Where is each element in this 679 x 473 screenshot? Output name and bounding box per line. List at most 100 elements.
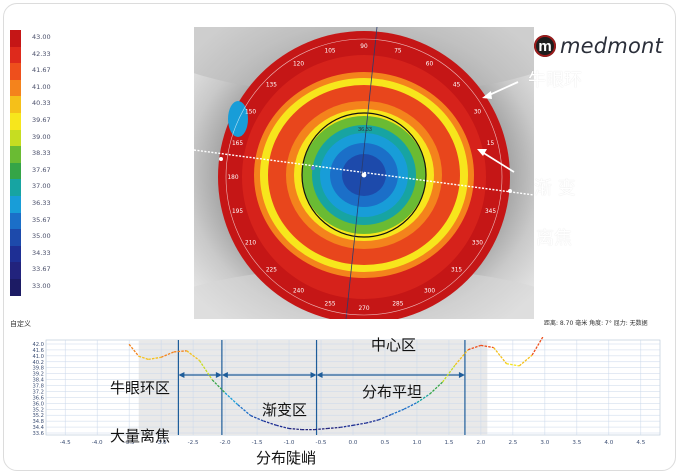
profile-line-segment: [224, 392, 239, 406]
scale-row: 35.67: [10, 212, 100, 230]
profile-line-segment: [288, 427, 302, 431]
annotation-arrows: [477, 81, 519, 173]
scale-row: 41.67: [10, 63, 100, 80]
scale-value-label: 43.00: [32, 33, 51, 41]
custom-scale-label[interactable]: 自定义: [10, 320, 31, 328]
scale-value-label: 36.33: [32, 198, 51, 207]
axis-degree-labels: 105 90 75 60 120 45 135 30 150 15 180 165 195 210 225 2…: [227, 44, 496, 312]
profile-line-segment: [160, 351, 175, 358]
x-tick-label: 3.0: [540, 440, 549, 446]
profile-line-segment: [327, 426, 341, 430]
scale-swatch: [10, 245, 21, 263]
zone-label-center: 中心区: [371, 336, 417, 354]
medmont-logo-text: medmont: [560, 34, 663, 58]
scale-value-label: 39.67: [32, 115, 51, 124]
y-tick-label: 41.0: [32, 354, 44, 360]
annotation-ring: 牛眼环: [528, 70, 582, 91]
x-tick-label: -1.0: [284, 440, 295, 446]
zone-arrow-flat-head-right: [458, 372, 465, 378]
profile-chart-canvas[interactable]: 42.041.641.040.239.839.238.437.837.236.6…: [24, 337, 664, 455]
topography-map[interactable]: 105 90 75 60 120 45 135 30 150 15 180 165 195 210 225 2…: [194, 27, 534, 319]
axis-degree-label: 90: [360, 44, 368, 50]
axis-degree-label: 45: [453, 82, 461, 88]
measurement-status: 距离: 8.70 毫米 角度: 7° 屈力: 无数据: [544, 320, 648, 327]
scale-swatch: [10, 179, 21, 196]
scale-swatch: [10, 278, 21, 296]
x-tick-label: -4.5: [60, 440, 71, 446]
zone-arrow-transition-head-left: [221, 372, 228, 378]
profile-chart[interactable]: 42.0 41.6 41.0 40.2 39.8 39.2 38.4 37.8 37.2 36.6…: [24, 336, 664, 467]
axis-degree-label: 165: [232, 141, 243, 147]
axis-degree-label: 195: [232, 209, 243, 215]
x-tick-label: -3.0: [156, 440, 167, 446]
y-tick-label: 37.2: [32, 389, 44, 395]
axis-degree-label: 285: [392, 302, 403, 308]
y-tick-label: 35.2: [32, 413, 44, 419]
profile-line-segment: [352, 422, 366, 426]
profile-line-segment: [518, 354, 533, 367]
x-tick-label: -3.5: [124, 440, 135, 446]
zone-label-flat: 分布平坦: [362, 383, 423, 401]
scale-swatch: [10, 79, 21, 97]
y-tick-label: 36.0: [32, 401, 44, 407]
axis-degree-label: 75: [394, 49, 402, 55]
scale-row: 33.67: [10, 262, 100, 279]
profile-line-segment: [198, 360, 213, 381]
axis-degree-label: 180: [227, 175, 238, 181]
x-tick-label: -0.5: [316, 440, 327, 446]
axis-degree-label: 210: [245, 241, 256, 247]
profile-line-segment: [250, 415, 264, 422]
profile-line-segment: [365, 419, 379, 424]
ring-arrowhead: [482, 91, 492, 99]
scale-row: 33.00: [10, 278, 100, 296]
meridian-endpoint-right[interactable]: [508, 189, 512, 193]
scale-swatch: [10, 195, 21, 213]
profile-line-segment: [128, 343, 140, 357]
profile-line-segment: [148, 356, 162, 361]
axis-degree-label: 255: [325, 302, 336, 308]
x-tick-label: -1.5: [252, 440, 263, 446]
profile-line-segment: [237, 404, 252, 417]
x-tick-label: 2.5: [508, 440, 517, 446]
y-tick-label: 34.4: [32, 425, 44, 431]
y-tick-label: 35.2: [32, 407, 44, 413]
profile-line-segment: [378, 413, 392, 421]
x-tick-label: 0.5: [381, 440, 390, 446]
axis-degree-label: 15: [487, 141, 495, 147]
profile-line-segment: [403, 402, 418, 410]
scale-value-label: 39.00: [32, 132, 51, 141]
x-tick-label: 2.0: [476, 440, 485, 446]
gradient-arrow: [481, 151, 515, 173]
y-tick-label: 33.6: [32, 431, 44, 437]
scale-value-label: 35.00: [32, 232, 51, 241]
y-tick-label: 42.0: [32, 342, 44, 348]
x-tick-label: 1.0: [413, 440, 422, 446]
x-tick-label: 0.0: [349, 440, 358, 446]
profile-line-segment: [173, 350, 187, 353]
axis-degree-label: 150: [245, 110, 256, 116]
profile-line-segment: [211, 379, 226, 394]
profile-line-segment: [391, 408, 405, 416]
map-blue-patch: [228, 101, 248, 137]
scale-value-label: 37.67: [32, 165, 51, 174]
scale-swatch: [10, 229, 21, 246]
topography-map-canvas[interactable]: 105 90 75 60 120 45 135 30 150 15 180 165 195 210 225 2…: [194, 27, 534, 319]
app-frame: 43.00 42.33 41.67 41.00 40.33 39.67 39.00 38.33…: [3, 3, 676, 471]
scale-swatch: [10, 112, 21, 130]
zone-arrow-ring-head-left: [178, 372, 185, 378]
profile-line-segment: [506, 363, 520, 367]
axis-degree-label: 135: [266, 82, 277, 88]
scale-value-label: 41.00: [32, 82, 51, 91]
scale-swatch: [10, 96, 21, 113]
scale-value-label: 37.00: [32, 182, 51, 191]
profile-line-segment: [340, 424, 354, 429]
color-scale-legend: 43.00 42.33 41.67 41.00 40.33 39.67 39.00 38.33…: [10, 30, 100, 296]
gradient-arrowhead: [477, 149, 487, 156]
x-tick-label: 4.5: [636, 440, 645, 446]
center-value-label: 36.33: [358, 127, 372, 133]
meridian-endpoint-left[interactable]: [219, 157, 223, 161]
zone-label-slope: 分布陡峭: [256, 449, 317, 467]
scale-value-label: 34.33: [32, 248, 51, 257]
annotation-defocus: 离焦: [536, 228, 572, 249]
scale-swatch: [10, 212, 21, 230]
